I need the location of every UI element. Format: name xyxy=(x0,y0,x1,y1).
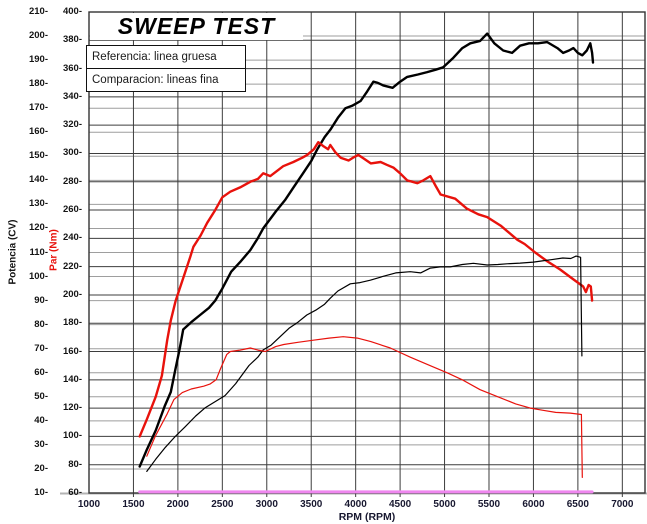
cv-tick-label: 210- xyxy=(28,6,48,17)
nm-tick-label: 140- xyxy=(62,373,82,385)
nm-axis-title: Par (Nm) xyxy=(48,229,60,271)
rpm-tick-label: 2000 xyxy=(166,499,189,510)
nm-tick-label: 280- xyxy=(62,175,82,187)
nm-tick-label: 120- xyxy=(62,402,82,414)
rpm-tick-label: 5000 xyxy=(433,499,456,510)
nm-tick-label: 360- xyxy=(62,62,82,74)
nm-tick-label: 380- xyxy=(62,34,82,46)
cv-tick-label: 100- xyxy=(28,270,48,282)
chart-title: SWEEP TEST xyxy=(117,13,276,39)
cv-tick-label: 80- xyxy=(34,318,48,330)
cv-tick-label: 200- xyxy=(28,30,48,42)
rpm-tick-label: 2500 xyxy=(211,499,234,510)
cv-tick-label: 150- xyxy=(28,150,48,162)
cv-tick-label: 40- xyxy=(34,414,48,426)
nm-tick-label: 220- xyxy=(62,260,82,272)
cv-tick-label: 160- xyxy=(28,126,48,138)
rpm-tick-label: 6500 xyxy=(566,499,589,510)
rpm-tick-label: 4500 xyxy=(388,499,412,510)
rpm-tick-label: 4000 xyxy=(344,499,367,510)
series-line xyxy=(138,140,594,438)
cv-tick-label: 10- xyxy=(34,487,48,498)
series-line xyxy=(146,255,583,472)
nm-tick-label: 300- xyxy=(62,147,82,159)
rpm-tick-label: 3500 xyxy=(300,499,323,510)
nm-tick-label: 400- xyxy=(62,6,82,17)
rpm-tick-label: 1500 xyxy=(122,499,145,510)
rpm-tick-label: 6000 xyxy=(522,499,545,510)
chart-title-box: SWEEP TEST xyxy=(90,13,303,40)
legend-reference-label: Referencia: linea gruesa xyxy=(87,46,245,69)
legend-comparison-label: Comparacion: lineas fina xyxy=(92,74,219,86)
cv-tick-label: 20- xyxy=(34,462,48,474)
cv-tick-label: 180- xyxy=(28,78,48,90)
nm-tick-label: 60- xyxy=(68,487,82,498)
cv-tick-label: 50- xyxy=(34,390,48,402)
rpm-tick-label: 3000 xyxy=(255,499,278,510)
x-axis-title: RPM (RPM) xyxy=(338,511,396,523)
cv-tick-label: 120- xyxy=(28,222,48,234)
cv-axis-title: Potencia (CV) xyxy=(7,219,19,285)
cv-tick-label: 90- xyxy=(34,294,48,306)
cv-tick-label: 60- xyxy=(34,366,48,378)
nm-tick-label: 260- xyxy=(62,204,82,216)
nm-tick-label: 340- xyxy=(62,90,82,102)
nm-tick-label: 320- xyxy=(62,119,82,131)
cv-tick-label: 30- xyxy=(34,438,48,450)
series-line xyxy=(138,32,595,468)
nm-tick-label: 240- xyxy=(62,232,82,244)
cv-tick-label: 70- xyxy=(34,342,48,354)
nm-tick-label: 160- xyxy=(62,345,82,357)
cv-tick-label: 110- xyxy=(29,246,49,258)
nm-tick-label: 100- xyxy=(62,430,82,442)
nm-tick-label: 80- xyxy=(68,458,82,470)
legend: Referencia: linea gruesa Comparacion: li… xyxy=(86,45,246,92)
rpm-tick-label: 1000 xyxy=(77,499,101,510)
rpm-tick-label: 5500 xyxy=(477,499,501,510)
nm-tick-label: 180- xyxy=(62,317,82,329)
cv-tick-label: 190- xyxy=(28,54,48,66)
cv-tick-label: 130- xyxy=(28,198,48,210)
series-line xyxy=(146,336,583,478)
nm-tick-label: 200- xyxy=(62,288,82,300)
rpm-tick-label: 7000 xyxy=(611,499,634,510)
cv-tick-label: 140- xyxy=(28,174,48,186)
cv-tick-label: 170- xyxy=(28,102,48,114)
